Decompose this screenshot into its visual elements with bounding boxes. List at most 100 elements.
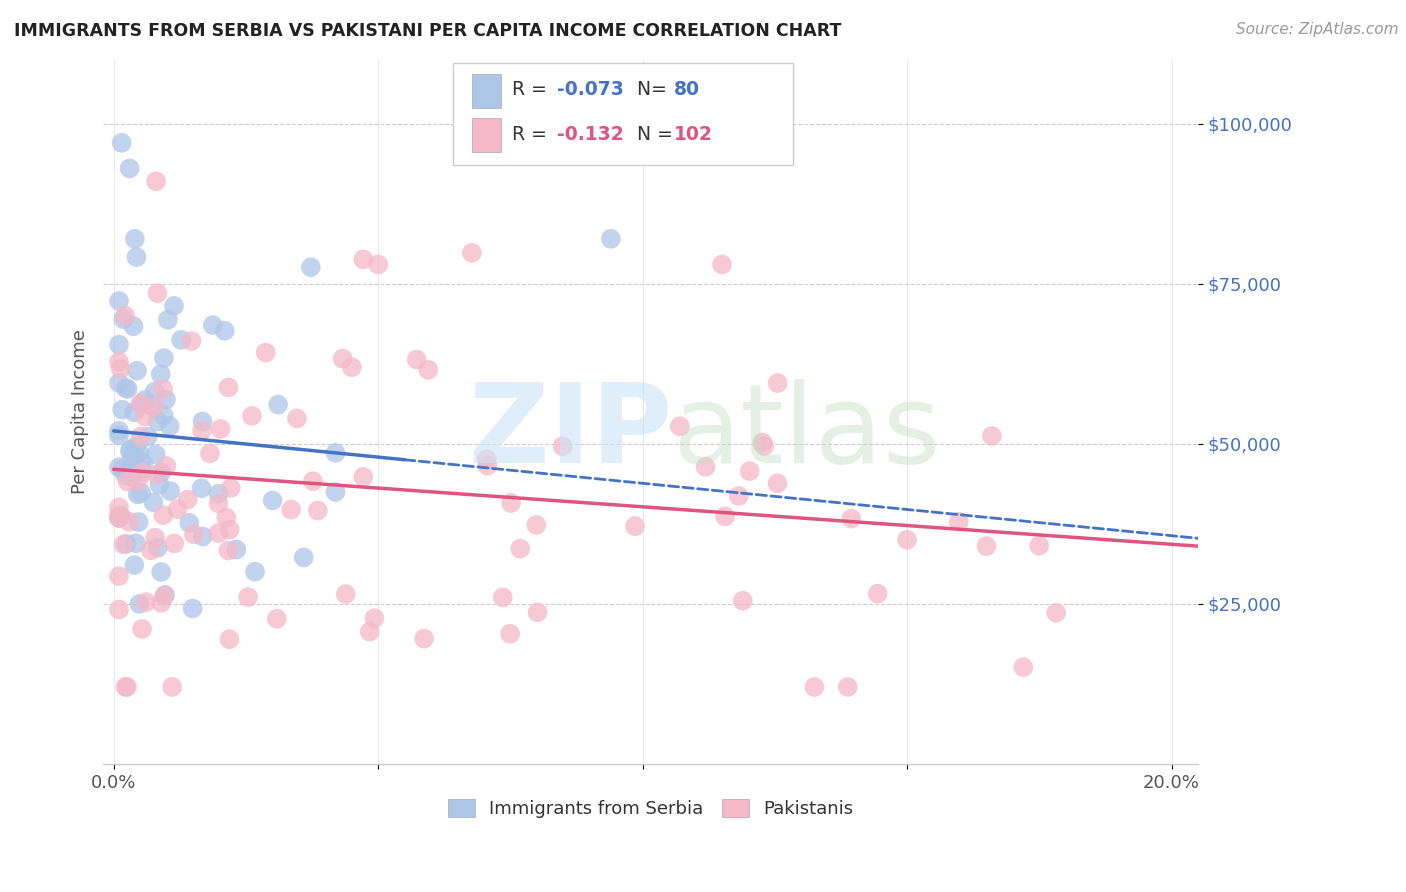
Point (179, 516, 201, 530)
Text: -0.132: -0.132 (558, 125, 624, 145)
Point (121, 469, 143, 483)
Point (475, 452, 498, 467)
Point (150, 565, 173, 579)
Point (111, 136, 134, 150)
Point (948, 515, 970, 529)
Point (207, 486, 229, 500)
Point (695, 459, 717, 474)
Point (108, 511, 131, 525)
Point (599, 232, 621, 246)
Point (127, 474, 149, 488)
Point (128, 446, 150, 460)
Point (143, 531, 166, 545)
Point (146, 467, 169, 482)
Text: N=: N= (637, 80, 673, 99)
Point (143, 384, 166, 399)
Point (299, 260, 322, 275)
Text: IMMIGRANTS FROM SERBIA VS PAKISTANI PER CAPITA INCOME CORRELATION CHART: IMMIGRANTS FROM SERBIA VS PAKISTANI PER … (14, 22, 841, 40)
Point (125, 536, 148, 550)
Point (524, 517, 547, 532)
Point (134, 392, 156, 407)
Point (359, 624, 381, 639)
Point (135, 595, 157, 609)
Point (267, 398, 290, 412)
Point (108, 500, 131, 515)
Point (180, 334, 202, 348)
Point (170, 333, 193, 347)
Point (190, 481, 212, 495)
Point (118, 161, 141, 176)
Point (114, 680, 136, 694)
Point (115, 537, 138, 551)
Point (207, 496, 229, 510)
Y-axis label: Per Capita Income: Per Capita Income (72, 329, 89, 494)
Point (131, 397, 153, 411)
Point (214, 324, 236, 338)
Point (118, 444, 141, 458)
Point (669, 419, 692, 434)
Point (153, 351, 176, 366)
Point (127, 487, 149, 501)
Point (129, 462, 152, 476)
Text: atlas: atlas (672, 379, 941, 486)
Point (217, 543, 239, 558)
Point (215, 510, 238, 524)
Point (727, 489, 749, 503)
Point (1045, 606, 1067, 620)
Point (160, 680, 183, 694)
Point (207, 526, 229, 541)
Point (124, 558, 146, 572)
Point (499, 626, 522, 640)
Point (125, 250, 148, 264)
Point (145, 174, 167, 188)
Point (117, 382, 139, 396)
Point (367, 257, 389, 271)
Point (108, 460, 131, 475)
Point (150, 596, 173, 610)
Point (198, 446, 221, 460)
Point (117, 475, 139, 489)
Point (149, 368, 172, 382)
Point (129, 397, 152, 411)
Point (837, 680, 859, 694)
Point (139, 399, 162, 413)
Point (108, 376, 131, 390)
Point (112, 537, 135, 551)
Point (139, 543, 162, 558)
Point (124, 449, 146, 463)
Point (714, 509, 737, 524)
Point (209, 422, 232, 436)
Point (136, 430, 159, 444)
Point (153, 588, 176, 602)
FancyBboxPatch shape (472, 74, 501, 108)
Point (191, 529, 214, 543)
Point (134, 409, 156, 424)
Point (292, 550, 315, 565)
Text: R =: R = (512, 80, 553, 99)
Point (108, 428, 131, 442)
Point (1012, 660, 1035, 674)
Point (150, 466, 173, 480)
Point (114, 309, 136, 323)
Point (340, 360, 363, 375)
Point (108, 569, 131, 583)
Point (108, 355, 131, 369)
Point (128, 515, 150, 529)
Point (624, 519, 647, 533)
Point (128, 597, 150, 611)
Point (183, 527, 205, 541)
Point (866, 587, 889, 601)
Point (108, 602, 131, 616)
Point (751, 435, 773, 450)
Point (108, 337, 131, 351)
Point (266, 612, 288, 626)
Point (335, 587, 357, 601)
Point (163, 536, 186, 550)
Point (217, 380, 239, 394)
Point (108, 511, 131, 525)
Point (710, 257, 733, 271)
Text: ZIP: ZIP (470, 379, 672, 486)
Point (352, 470, 374, 484)
Legend: Immigrants from Serbia, Pakistanis: Immigrants from Serbia, Pakistanis (440, 791, 860, 825)
Point (145, 448, 167, 462)
